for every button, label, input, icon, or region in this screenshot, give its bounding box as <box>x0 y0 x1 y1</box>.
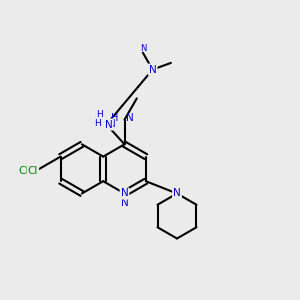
Text: H: H <box>94 119 101 128</box>
Text: N: N <box>108 119 116 129</box>
Text: N: N <box>149 64 157 75</box>
Text: N: N <box>149 64 157 75</box>
Text: N: N <box>105 119 112 130</box>
Text: Cl: Cl <box>28 166 38 176</box>
Text: Cl: Cl <box>18 166 28 176</box>
Text: N: N <box>121 198 128 208</box>
Text: N: N <box>173 188 181 199</box>
Text: N: N <box>126 113 134 123</box>
Text: H: H <box>97 110 103 118</box>
Text: N: N <box>140 44 146 53</box>
Text: N: N <box>173 188 181 199</box>
Text: H: H <box>110 113 118 123</box>
Text: N: N <box>121 188 128 199</box>
